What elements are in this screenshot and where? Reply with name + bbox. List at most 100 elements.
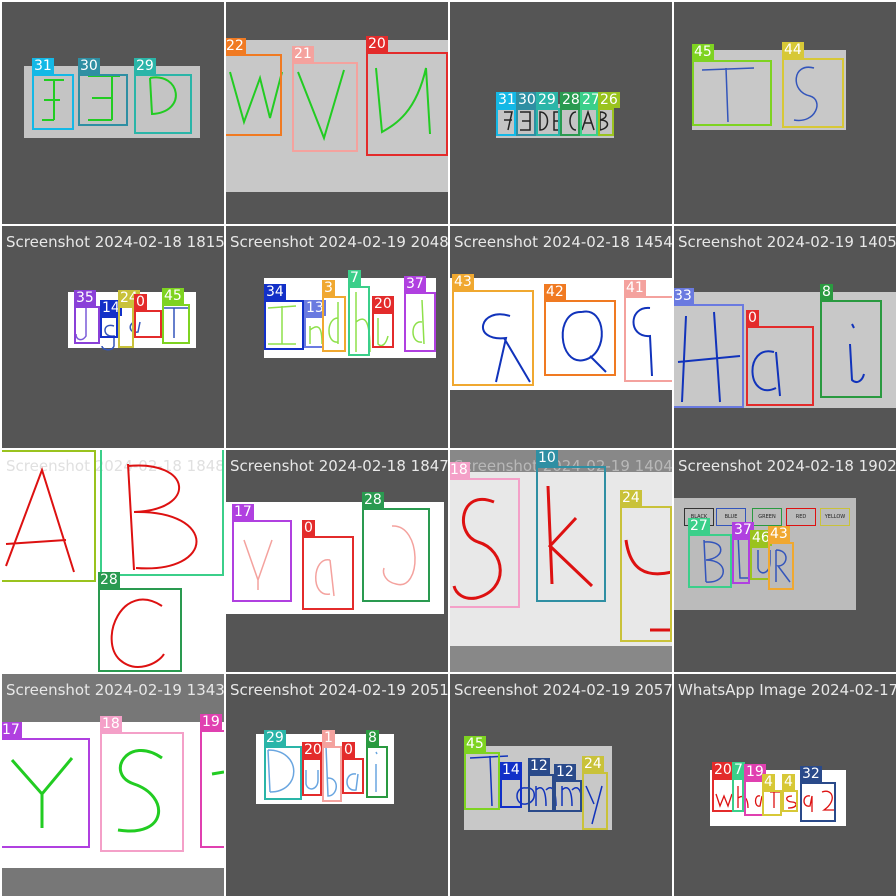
label-22: 22 (226, 38, 246, 54)
tile-15[interactable]: WhatsApp Image 2024-02-17 20 7 19 4 4 32 (674, 674, 896, 896)
box-27 (688, 534, 732, 588)
box-28 (362, 508, 430, 602)
box-31 (496, 108, 516, 136)
label-0: 0 (302, 520, 315, 536)
tile-14[interactable]: Screenshot 2024-02-19 205707.png 45 14 1… (450, 674, 672, 896)
label-20: 20 (302, 742, 324, 758)
label-18: 18 (450, 462, 470, 478)
label-27: 27 (688, 518, 710, 534)
label-27: 27 (580, 92, 602, 108)
box-41 (624, 296, 672, 382)
label-20: 20 (712, 762, 734, 778)
box-8 (366, 746, 388, 798)
label-35: 35 (74, 290, 96, 306)
box-32 (800, 782, 836, 822)
box-20 (366, 52, 448, 156)
tile-12[interactable]: Screenshot 2024-02-19 134340.png 17 18 1… (2, 674, 224, 896)
box-24 (118, 306, 134, 348)
box-46 (750, 546, 770, 580)
label-45: 45 (464, 736, 486, 752)
box-29 (134, 74, 192, 134)
color-button-red[interactable]: RED (786, 508, 816, 526)
label-19: 19 (744, 764, 766, 780)
label-18: 18 (100, 716, 122, 732)
box-1 (322, 746, 342, 802)
tile-0[interactable]: 31 30 29 (2, 2, 224, 224)
tile-2[interactable]: 31 30 29 28 27 26 (450, 2, 672, 224)
color-button-yellow[interactable]: YELLOW (820, 508, 850, 526)
filename-caption: Screenshot 2024-02-19 204843.png (230, 233, 448, 251)
label-17: 17 (232, 504, 254, 520)
box-30 (78, 74, 128, 126)
tile-5[interactable]: Screenshot 2024-02-19 204843.png 34 13 3… (226, 226, 448, 448)
label-7: 7 (732, 762, 745, 778)
box-27 (580, 108, 598, 136)
label-12: 12 (528, 758, 550, 774)
box-12b (554, 780, 582, 812)
color-button-green[interactable]: GREEN (752, 508, 782, 526)
box-37 (404, 292, 436, 352)
label-4b: 4 (782, 774, 795, 790)
tile-8[interactable]: Screenshot 2024-02-18 184842.png 26 27 2… (2, 450, 224, 672)
label-19: 19 (200, 714, 222, 730)
box-24 (620, 506, 672, 642)
label-21: 21 (292, 46, 314, 62)
box-8 (820, 300, 882, 398)
filename-caption: Screenshot 2024-02-19 140530 (1).png (678, 233, 896, 251)
tile-11[interactable]: Screenshot 2024-02-18 190239.png BLACK B… (674, 450, 896, 672)
label-0: 0 (746, 310, 759, 326)
box-44 (782, 58, 844, 128)
label-44: 44 (782, 42, 804, 58)
box-19 (744, 780, 764, 816)
label-0: 0 (342, 742, 355, 758)
label-37: 37 (404, 276, 426, 292)
tile-13[interactable]: Screenshot 2024-02-19 205151.png 29 20 1… (226, 674, 448, 896)
label-31: 31 (32, 58, 54, 74)
label-12b: 12 (554, 764, 576, 780)
tile-9[interactable]: Screenshot 2024-02-18 184715.png 17 0 28 (226, 450, 448, 672)
box-3 (322, 296, 346, 352)
label-28: 28 (362, 492, 384, 508)
label-45: 45 (162, 288, 184, 304)
tile-4[interactable]: Screenshot 2024-02-18 181541.png 35 14 2… (2, 226, 224, 448)
box-21 (292, 62, 358, 152)
box-4 (762, 790, 782, 816)
box-20 (372, 312, 394, 348)
box-0 (302, 536, 354, 610)
label-31: 31 (496, 92, 518, 108)
label-46: 46 (750, 530, 772, 546)
box-26 (2, 450, 96, 582)
box-0 (746, 326, 814, 406)
box-24 (582, 772, 608, 830)
filename-caption: Screenshot 2024-02-18 181541.png (6, 233, 224, 251)
filename-caption: Screenshot 2024-02-19 134340.png (6, 681, 224, 699)
filename-caption: Screenshot 2024-02-18 184715.png (230, 457, 448, 475)
label-28: 28 (560, 92, 582, 108)
box-0 (134, 310, 162, 338)
label-33: 33 (674, 288, 694, 304)
box-37 (732, 538, 750, 584)
label-43: 43 (768, 526, 790, 542)
box-29 (264, 746, 302, 800)
tile-7[interactable]: Screenshot 2024-02-19 140530 (1).png 33 … (674, 226, 896, 448)
label-29: 29 (134, 58, 156, 74)
color-button-blue[interactable]: BLUE (716, 508, 746, 526)
tile-3[interactable]: 45 44 (674, 2, 896, 224)
box-18 (100, 732, 184, 852)
label-30: 30 (516, 92, 538, 108)
label-0: 0 (134, 294, 147, 310)
box-4b (782, 790, 798, 812)
label-13: 13 (304, 300, 326, 316)
box-7 (348, 286, 370, 356)
label-8: 8 (366, 730, 379, 746)
box-30 (516, 108, 536, 136)
tile-6[interactable]: Screenshot 2024-02-18 145430 (1).png 43 … (450, 226, 672, 448)
box-0 (342, 758, 364, 794)
box-27 (100, 450, 224, 576)
tile-1[interactable]: 22 21 20 (226, 2, 448, 224)
tile-10[interactable]: Screenshot 2024-02-19 140452.png 18 10 2… (450, 450, 672, 672)
box-20 (712, 778, 734, 812)
label-43: 43 (452, 274, 474, 290)
box-43 (768, 542, 794, 590)
